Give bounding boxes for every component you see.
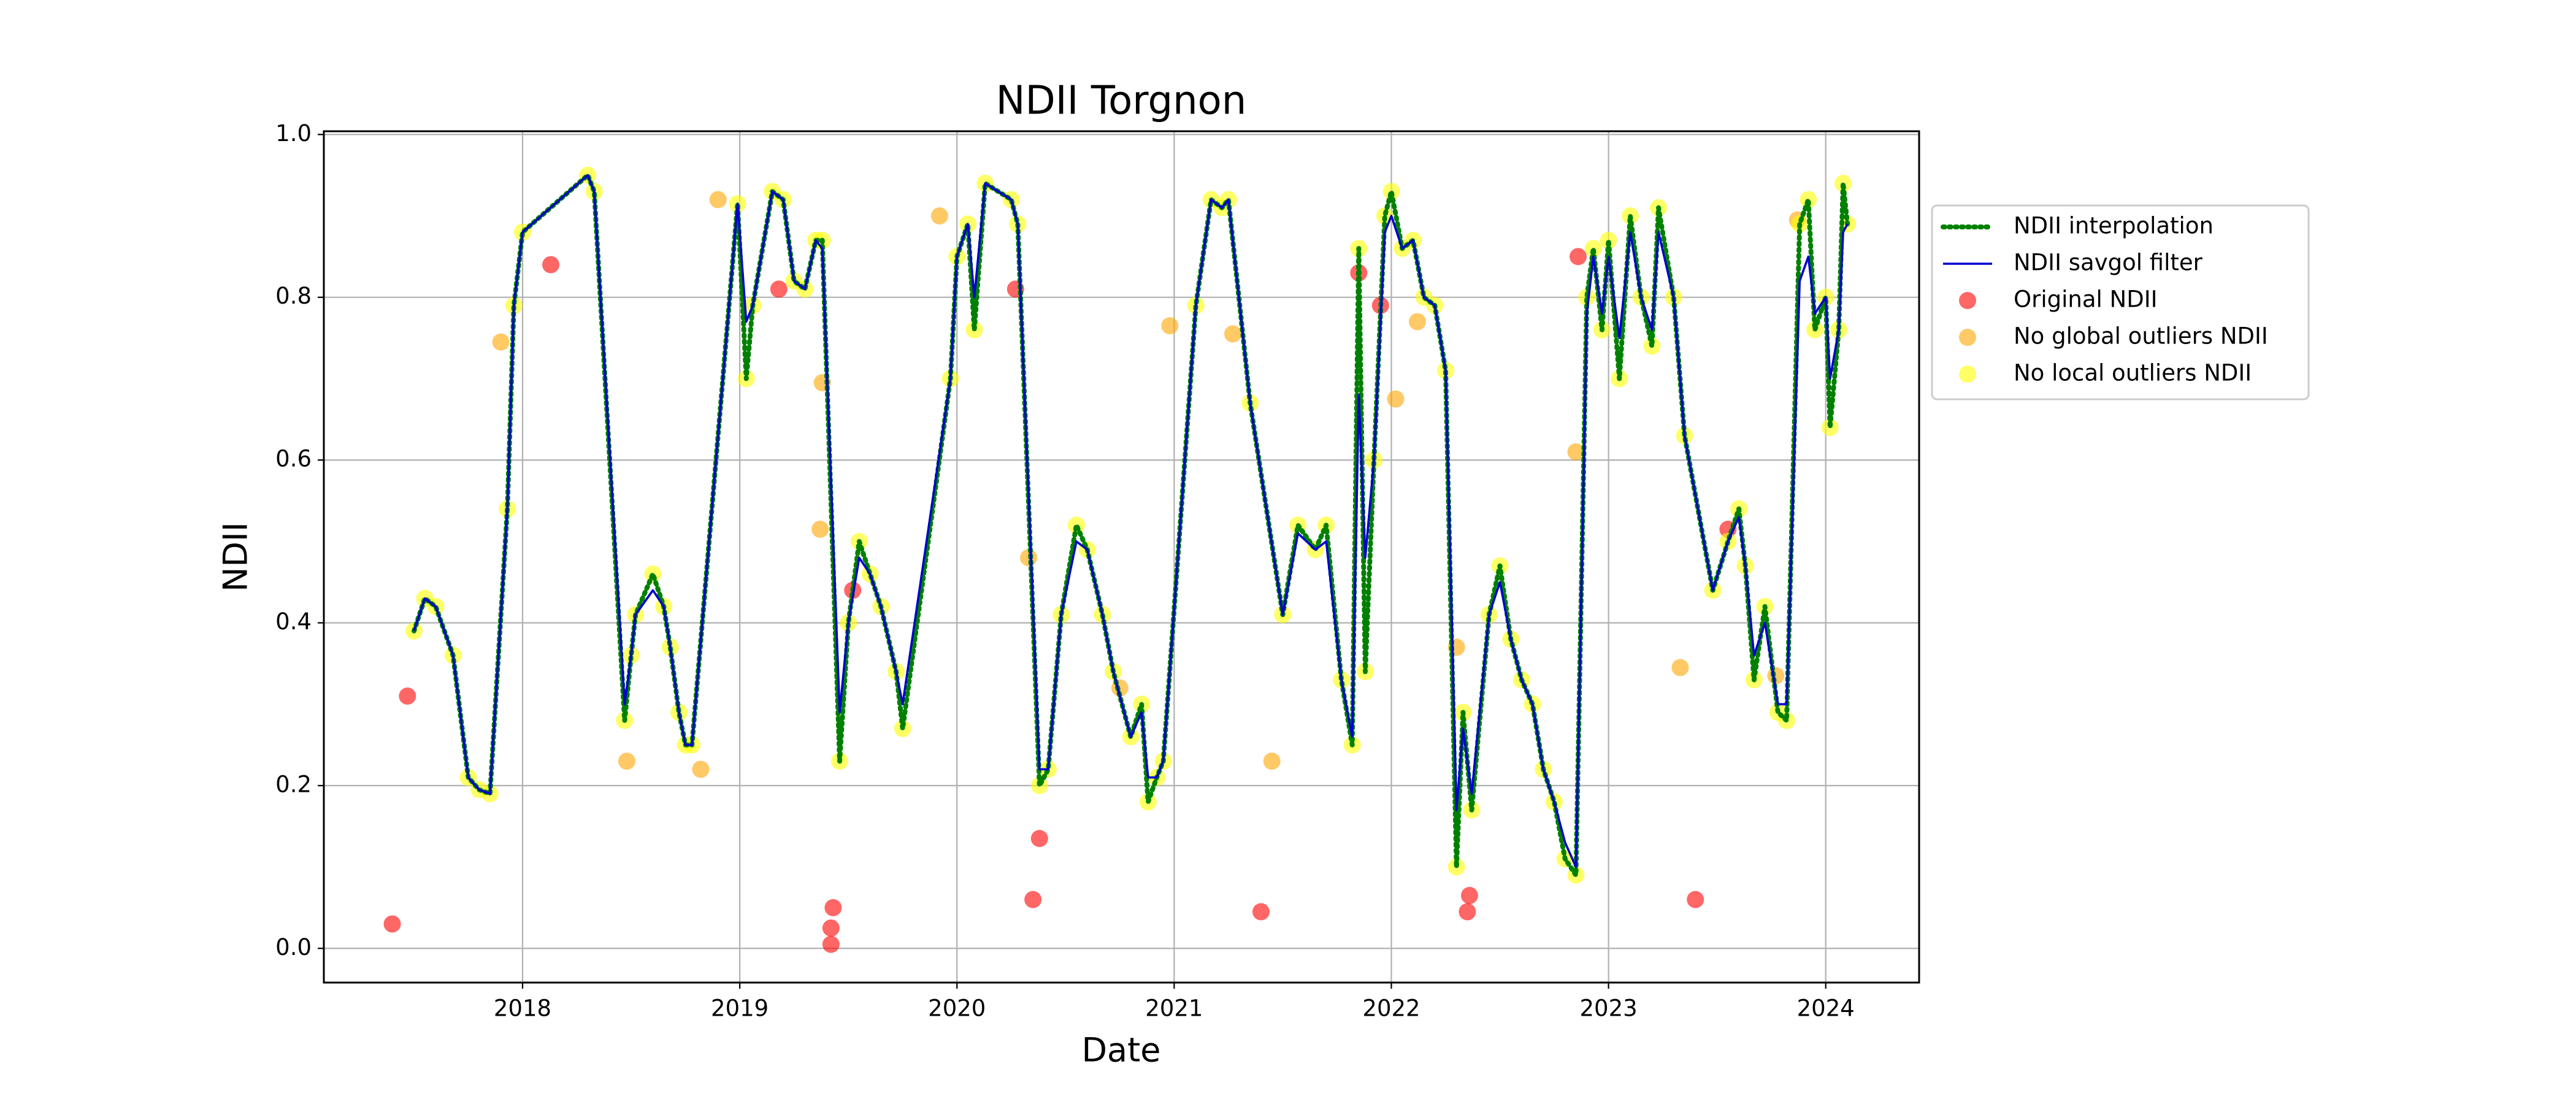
- scatter-point: [930, 207, 948, 225]
- x-axis-label: Date: [1081, 1031, 1160, 1070]
- legend-label: NDII interpolation: [2014, 213, 2214, 239]
- legend-swatch: [1959, 292, 1976, 309]
- data-line: [413, 174, 1849, 868]
- scatter-point: [1161, 317, 1179, 335]
- chart-title: NDII Torgnon: [996, 79, 1247, 124]
- scatter-point: [822, 919, 840, 937]
- axes-frame: [323, 130, 1920, 984]
- scatter-point: [811, 520, 829, 538]
- legend-box: [1931, 204, 2310, 401]
- scatter-point: [542, 256, 560, 274]
- scatter-point: [1024, 891, 1042, 908]
- scatter-point: [399, 687, 416, 705]
- x-tick-label: 2018: [494, 995, 551, 1022]
- scatter-point: [1460, 887, 1478, 905]
- y-tick-label: 0.8: [275, 283, 312, 309]
- y-tick-label: 0.2: [275, 771, 312, 797]
- scatter-point: [1030, 830, 1048, 848]
- scatter-point: [1252, 903, 1270, 921]
- legend-swatch: [1959, 366, 1976, 383]
- legend-label: No local outliers NDII: [2014, 360, 2252, 386]
- y-tick-label: 0.0: [275, 934, 312, 960]
- x-tick-label: 2022: [1362, 995, 1420, 1022]
- scatter-point: [692, 761, 710, 778]
- y-tick-label: 0.4: [275, 608, 312, 635]
- scatter-point: [1263, 753, 1281, 770]
- scatter-point: [1224, 325, 1241, 343]
- scatter-point: [1570, 248, 1587, 266]
- legend-label: No global outliers NDII: [2014, 323, 2268, 350]
- y-axis-label: NDII: [217, 522, 255, 592]
- scatter-point: [822, 935, 840, 953]
- x-tick-label: 2021: [1145, 995, 1203, 1022]
- scatter-point: [383, 915, 401, 933]
- scatter-point: [492, 333, 510, 351]
- scatter-point: [824, 899, 842, 916]
- x-tick-label: 2019: [711, 995, 769, 1022]
- scatter-point: [709, 191, 727, 209]
- scatter-point: [1459, 903, 1476, 921]
- y-tick-label: 1.0: [275, 120, 312, 147]
- plot-area: [383, 166, 1857, 953]
- scatter-point: [618, 753, 635, 770]
- scatter-point: [1567, 443, 1585, 461]
- scatter-point: [770, 280, 788, 298]
- legend: NDII interpolation NDII savgol filter Orig…: [1931, 204, 2310, 401]
- scatter-point: [1387, 390, 1405, 408]
- y-tick-label: 0.6: [275, 446, 312, 472]
- scatter-point: [1687, 891, 1704, 908]
- scatter-point: [1671, 659, 1689, 677]
- x-tick-label: 2020: [928, 995, 986, 1022]
- ticks: 2018 2019 2020 2021 2022 2023 2024 0.0 0.2 0.4 0.6…: [275, 120, 1855, 1022]
- scatter-point: [1408, 313, 1426, 331]
- x-tick-label: 2024: [1797, 995, 1855, 1022]
- legend-label: Original NDII: [2014, 286, 2158, 313]
- legend-swatch: [1959, 329, 1976, 346]
- legend-label: NDII savgol filter: [2014, 250, 2203, 276]
- x-tick-label: 2023: [1580, 995, 1638, 1022]
